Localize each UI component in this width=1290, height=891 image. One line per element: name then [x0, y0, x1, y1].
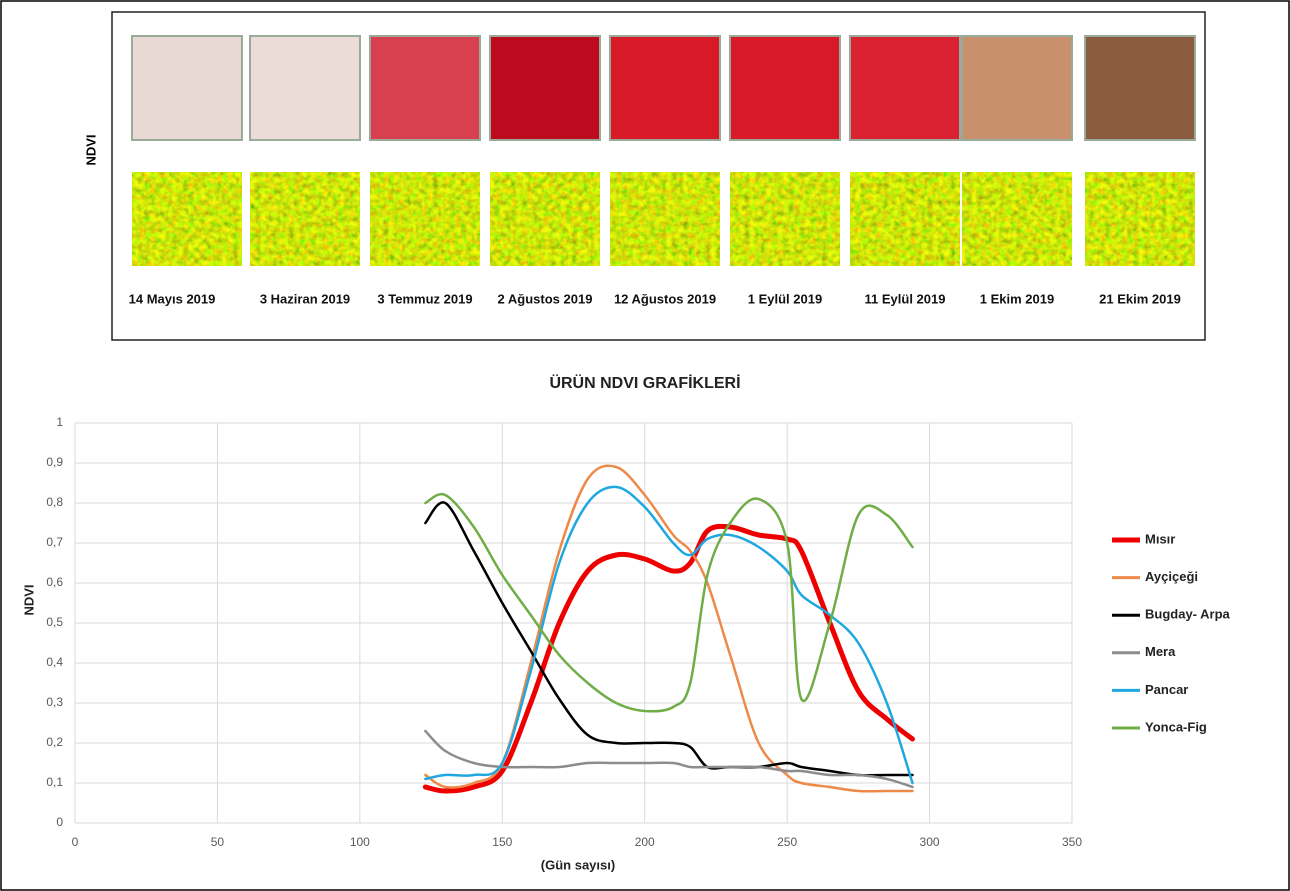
- date-label: 2 Ağustos 2019: [498, 291, 593, 306]
- image-thumbnail: [489, 35, 601, 141]
- date-label: 12 Ağustos 2019: [614, 291, 716, 306]
- ndvi-thumbnail: [370, 172, 480, 266]
- image-thumbnail: [249, 35, 361, 141]
- date-label: 1 Ekim 2019: [980, 291, 1054, 306]
- x-tick-label: 200: [635, 835, 655, 849]
- y-tick-label: 0,1: [46, 775, 63, 789]
- series-line: [424, 729, 914, 789]
- y-axis-title: NDVI: [21, 584, 36, 615]
- date-label: 21 Ekim 2019: [1099, 291, 1181, 306]
- y-tick-label: 1: [56, 415, 63, 429]
- series-line: [424, 485, 914, 785]
- ndvi-thumbnail: [962, 172, 1072, 266]
- y-tick-label: 0,5: [46, 615, 63, 629]
- x-tick-label: 300: [920, 835, 940, 849]
- y-tick-label: 0,4: [46, 655, 63, 669]
- x-tick-label: 0: [72, 835, 79, 849]
- series-line: [422, 523, 915, 794]
- image-thumbnail: [1084, 35, 1196, 141]
- series-line: [424, 492, 914, 713]
- x-tick-label: 350: [1062, 835, 1082, 849]
- ndvi-thumbnail: [490, 172, 600, 266]
- image-thumbnail: [131, 35, 243, 141]
- ndvi-thumbnail: [850, 172, 960, 266]
- image-thumbnail: [849, 35, 961, 141]
- row-label: NDVI: [83, 134, 98, 165]
- legend-label: Ayçiçeği: [1145, 569, 1198, 584]
- y-tick-label: 0: [56, 815, 63, 829]
- image-thumbnail: [609, 35, 721, 141]
- y-tick-label: 0,2: [46, 735, 63, 749]
- y-tick-label: 0,8: [46, 495, 63, 509]
- legend-label: Yonca-Fig: [1145, 719, 1207, 734]
- x-tick-label: 150: [492, 835, 512, 849]
- x-tick-label: 100: [350, 835, 370, 849]
- chart-title: ÜRÜN NDVI GRAFİKLERİ: [549, 373, 740, 392]
- y-tick-label: 0,9: [46, 455, 63, 469]
- ndvi-thumbnail: [132, 172, 242, 266]
- date-label: 14 Mayıs 2019: [129, 291, 216, 306]
- date-label: 11 Eylül 2019: [865, 291, 946, 306]
- y-tick-label: 0,7: [46, 535, 63, 549]
- legend-label: Bugday- Arpa: [1145, 607, 1231, 622]
- ndvi-thumbnail: [1085, 172, 1195, 266]
- ndvi-thumbnail: [610, 172, 720, 266]
- image-thumbnail: [729, 35, 841, 141]
- ndvi-thumbnail: [730, 172, 840, 266]
- legend-label: Pancar: [1145, 682, 1188, 697]
- x-axis-title: (Gün sayısı): [541, 857, 615, 872]
- date-label: 3 Temmuz 2019: [377, 291, 472, 306]
- date-label: 3 Haziran 2019: [260, 291, 350, 306]
- ndvi-thumbnail: [250, 172, 360, 266]
- image-thumbnail: [369, 35, 481, 141]
- legend-label: Mısır: [1145, 531, 1175, 546]
- image-thumbnail: [961, 35, 1073, 141]
- date-label: 1 Eylül 2019: [748, 291, 822, 306]
- y-tick-label: 0,6: [46, 575, 63, 589]
- series-line: [424, 501, 914, 777]
- x-tick-label: 250: [777, 835, 797, 849]
- y-tick-label: 0,3: [46, 695, 63, 709]
- legend-label: Mera: [1145, 644, 1176, 659]
- x-tick-label: 50: [211, 835, 225, 849]
